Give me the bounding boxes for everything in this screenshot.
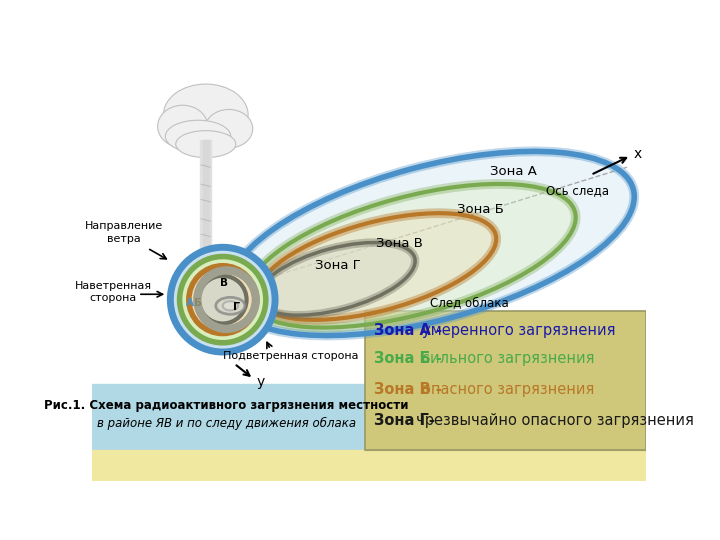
Text: Зона Г: Зона Г (315, 259, 361, 272)
Ellipse shape (227, 151, 634, 335)
Bar (365, 311, 647, 450)
Circle shape (199, 276, 246, 323)
Text: Г: Г (233, 302, 240, 312)
Ellipse shape (222, 301, 238, 310)
Text: x: x (633, 147, 642, 161)
Ellipse shape (158, 105, 207, 147)
Ellipse shape (216, 298, 245, 314)
Ellipse shape (184, 256, 227, 271)
Text: Ось следа: Ось следа (546, 184, 609, 197)
Text: Подветренная сторона: Подветренная сторона (222, 351, 359, 361)
Text: Б: Б (194, 298, 202, 308)
Ellipse shape (176, 131, 235, 158)
Text: Зона А: Зона А (490, 165, 537, 178)
Circle shape (189, 266, 256, 334)
Bar (200, 140, 211, 267)
Text: Направление
ветра: Направление ветра (85, 221, 163, 244)
Ellipse shape (258, 242, 415, 315)
Text: А: А (186, 298, 194, 308)
Text: опасного загрязнения: опасного загрязнения (421, 382, 594, 397)
Text: Зона В: Зона В (377, 237, 423, 249)
Circle shape (179, 256, 266, 343)
Bar (203, 140, 209, 267)
Text: В: В (220, 278, 228, 288)
Text: Зона Г-: Зона Г- (374, 413, 441, 428)
Text: в районе ЯВ и по следу движения облака: в районе ЯВ и по следу движения облака (97, 417, 356, 430)
Text: Рис.1. Схема радиоактивного загрязнения местности: Рис.1. Схема радиоактивного загрязнения … (45, 400, 409, 413)
Ellipse shape (205, 110, 253, 148)
Bar (365, 311, 647, 450)
Ellipse shape (247, 184, 576, 328)
Text: сильного загрязнения: сильного загрязнения (421, 352, 594, 367)
Text: чрезвычайно опасного загрязнения: чрезвычайно опасного загрязнения (416, 413, 694, 428)
Bar (92, 450, 647, 481)
Text: Наветренная
сторона: Наветренная сторона (75, 281, 152, 303)
Ellipse shape (257, 213, 496, 320)
Ellipse shape (166, 120, 231, 153)
Ellipse shape (163, 84, 248, 146)
Circle shape (171, 247, 275, 352)
Text: Зона В -: Зона В - (374, 382, 447, 397)
Text: След облака: След облака (430, 296, 508, 309)
Bar (92, 384, 365, 450)
Text: Зона А -: Зона А - (374, 323, 448, 338)
Text: Зона Б -: Зона Б - (374, 352, 447, 367)
Text: y: y (256, 375, 265, 389)
Text: Зона Б: Зона Б (457, 202, 504, 215)
Text: умеренного загрязнения: умеренного загрязнения (421, 323, 615, 338)
